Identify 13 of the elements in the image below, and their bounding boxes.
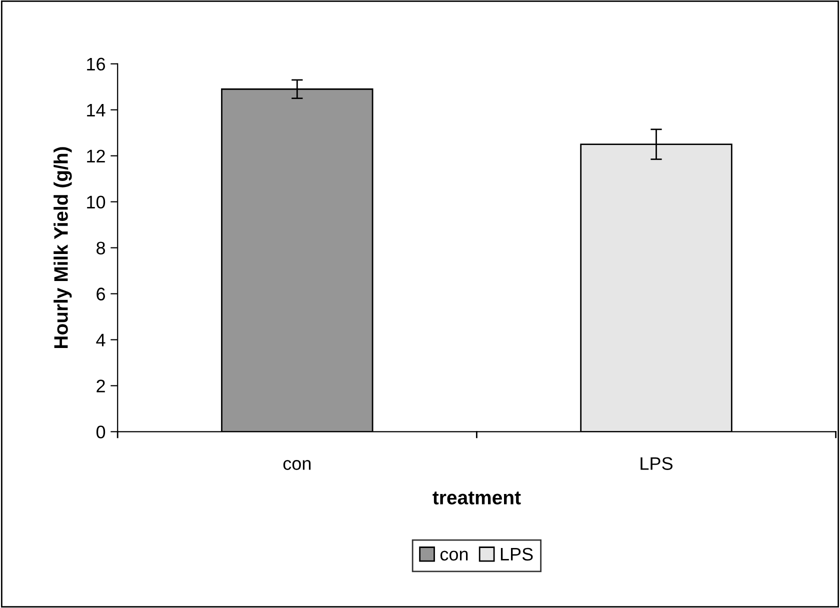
y-tick-label: 14 (87, 104, 106, 116)
legend-label: LPS (500, 548, 533, 561)
y-tick-label: 8 (96, 242, 106, 254)
y-tick-label: 12 (87, 150, 105, 162)
y-tick-label: 6 (96, 288, 105, 300)
x-axis-title: treatment (432, 492, 521, 504)
y-tick-label: 4 (96, 334, 106, 346)
y-tick-label: 2 (96, 380, 105, 392)
y-tick-label: 16 (87, 58, 106, 71)
y-tick-label: 0 (96, 426, 106, 438)
y-tick-label: 10 (87, 196, 106, 208)
y-axis-title: Hourly Milk Yield (g/h) (54, 147, 72, 348)
legend-label: con (440, 550, 468, 561)
